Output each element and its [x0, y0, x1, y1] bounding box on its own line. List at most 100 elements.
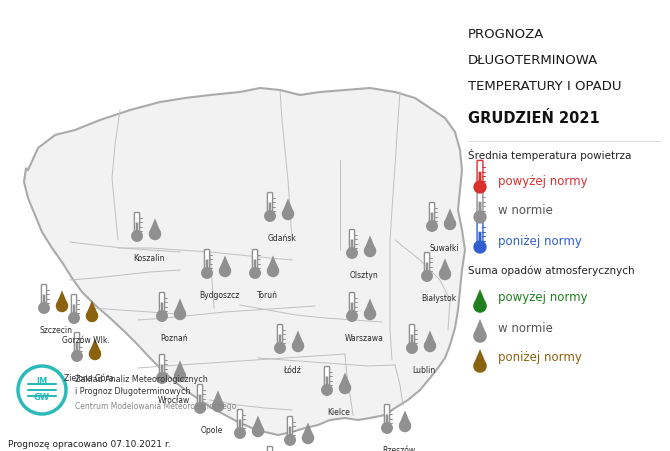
Circle shape — [473, 299, 487, 313]
Circle shape — [219, 265, 231, 277]
Text: Lublin: Lublin — [412, 366, 436, 375]
Text: Białystok: Białystok — [421, 294, 456, 303]
FancyBboxPatch shape — [287, 417, 293, 439]
Text: Poznań: Poznań — [160, 334, 188, 343]
Circle shape — [202, 268, 212, 278]
Text: IM: IM — [36, 377, 48, 386]
Text: Centrum Modelowania Meteorologicznego: Centrum Modelowania Meteorologicznego — [75, 402, 237, 411]
FancyBboxPatch shape — [324, 367, 330, 389]
FancyBboxPatch shape — [73, 304, 75, 317]
Text: poniżej normy: poniżej normy — [498, 235, 582, 248]
Circle shape — [302, 432, 314, 444]
FancyBboxPatch shape — [326, 377, 328, 389]
Text: TEMPERATURY I OPADU: TEMPERATURY I OPADU — [468, 80, 622, 93]
Circle shape — [347, 311, 357, 321]
Text: Łódź: Łódź — [283, 366, 301, 375]
Text: powyżej normy: powyżej normy — [498, 291, 588, 304]
Circle shape — [423, 340, 436, 352]
Polygon shape — [292, 331, 304, 344]
FancyBboxPatch shape — [43, 295, 46, 307]
Circle shape — [474, 181, 486, 193]
Circle shape — [382, 423, 392, 433]
FancyBboxPatch shape — [239, 419, 241, 432]
FancyBboxPatch shape — [161, 364, 163, 377]
Text: Rzeszów: Rzeszów — [383, 446, 415, 451]
FancyBboxPatch shape — [350, 239, 353, 252]
FancyBboxPatch shape — [424, 253, 429, 275]
Text: Kielce: Kielce — [328, 408, 350, 417]
Text: Warszawa: Warszawa — [344, 334, 383, 343]
Circle shape — [212, 400, 224, 412]
FancyBboxPatch shape — [477, 161, 483, 186]
Text: Toruń: Toruń — [257, 291, 277, 300]
Text: Średnia temperatura powietrza: Średnia temperatura powietrza — [468, 149, 631, 161]
FancyBboxPatch shape — [206, 259, 208, 272]
Circle shape — [195, 403, 205, 413]
FancyBboxPatch shape — [159, 293, 165, 315]
Circle shape — [88, 348, 101, 360]
Circle shape — [157, 311, 168, 321]
FancyBboxPatch shape — [350, 293, 354, 315]
Circle shape — [285, 435, 295, 445]
FancyBboxPatch shape — [135, 212, 139, 235]
Text: Gdańsk: Gdańsk — [267, 234, 296, 243]
Circle shape — [364, 308, 377, 320]
Polygon shape — [56, 290, 68, 304]
Circle shape — [473, 329, 487, 343]
FancyBboxPatch shape — [411, 335, 413, 347]
Text: Opole: Opole — [201, 426, 223, 435]
Circle shape — [399, 420, 411, 432]
FancyBboxPatch shape — [478, 172, 482, 186]
FancyBboxPatch shape — [289, 427, 291, 439]
FancyBboxPatch shape — [204, 249, 210, 272]
Text: PROGNOZA: PROGNOZA — [468, 28, 544, 41]
Circle shape — [265, 211, 275, 221]
Polygon shape — [89, 338, 100, 352]
Circle shape — [439, 268, 451, 280]
Circle shape — [56, 300, 68, 312]
FancyBboxPatch shape — [385, 405, 389, 428]
Circle shape — [132, 231, 142, 241]
Circle shape — [427, 221, 438, 231]
Text: Olsztyn: Olsztyn — [350, 271, 379, 280]
FancyBboxPatch shape — [431, 212, 433, 225]
Circle shape — [234, 428, 245, 438]
FancyBboxPatch shape — [74, 332, 80, 355]
FancyBboxPatch shape — [253, 249, 257, 272]
Circle shape — [473, 359, 487, 373]
Circle shape — [364, 245, 377, 257]
Circle shape — [174, 370, 186, 382]
Circle shape — [72, 351, 82, 361]
Polygon shape — [474, 289, 486, 304]
Polygon shape — [149, 218, 161, 232]
Circle shape — [322, 385, 332, 395]
Circle shape — [86, 310, 98, 322]
FancyBboxPatch shape — [198, 385, 202, 407]
FancyBboxPatch shape — [478, 232, 482, 246]
FancyBboxPatch shape — [267, 446, 273, 451]
FancyBboxPatch shape — [429, 202, 435, 226]
Text: Bydgoszcz: Bydgoszcz — [199, 291, 239, 300]
Text: i Prognoz Długoterminowych: i Prognoz Długoterminowych — [75, 387, 190, 396]
Circle shape — [252, 425, 264, 437]
Text: Szczecin: Szczecin — [40, 326, 72, 335]
Circle shape — [69, 313, 79, 323]
FancyBboxPatch shape — [477, 190, 483, 216]
FancyBboxPatch shape — [267, 193, 273, 215]
Circle shape — [474, 211, 486, 223]
Text: poniżej normy: poniżej normy — [498, 351, 582, 364]
FancyBboxPatch shape — [161, 303, 163, 315]
Polygon shape — [267, 255, 279, 269]
Circle shape — [407, 343, 417, 353]
Circle shape — [421, 271, 432, 281]
FancyBboxPatch shape — [386, 414, 389, 427]
Circle shape — [291, 340, 304, 352]
Text: DŁUGOTERMINOWA: DŁUGOTERMINOWA — [468, 54, 598, 67]
Polygon shape — [24, 88, 465, 435]
Circle shape — [444, 218, 456, 230]
Polygon shape — [444, 208, 456, 222]
FancyBboxPatch shape — [277, 325, 283, 347]
Circle shape — [339, 382, 351, 394]
Polygon shape — [86, 300, 98, 314]
Polygon shape — [424, 331, 436, 344]
